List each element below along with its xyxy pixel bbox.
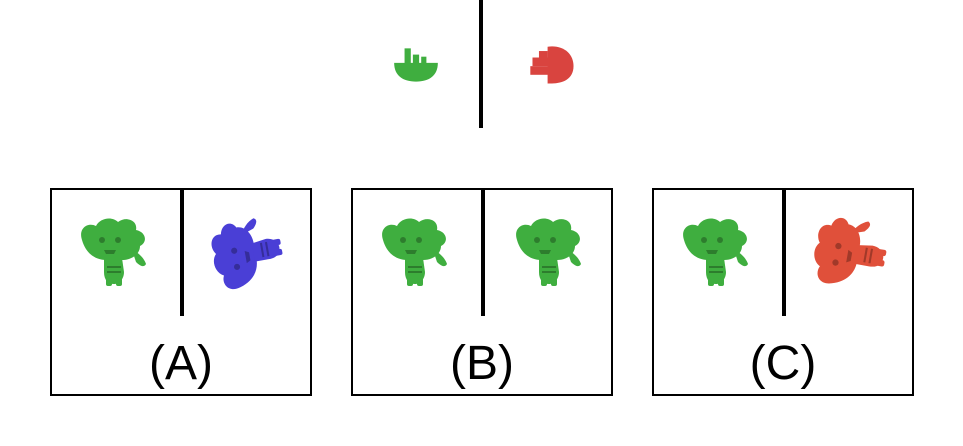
option-a-divider	[180, 190, 184, 316]
option-c-label: (C)	[749, 337, 817, 390]
boat-icon	[394, 48, 438, 81]
creature-icon	[809, 213, 891, 292]
option-b-label: (B)	[450, 337, 514, 390]
option-c-right-figure	[799, 203, 896, 300]
option-b-left-figure	[375, 210, 455, 290]
option-b-divider	[481, 190, 485, 316]
cup-icon	[530, 46, 573, 83]
option-a[interactable]: (A)	[50, 188, 312, 396]
prompt-right-object	[526, 42, 580, 86]
option-a-label: (A)	[149, 337, 213, 390]
option-b-right-figure	[509, 210, 589, 290]
option-a-left-figure	[74, 210, 154, 290]
option-c[interactable]: (C)	[652, 188, 914, 396]
creature-icon	[382, 219, 447, 286]
option-b[interactable]: (B)	[351, 188, 613, 396]
creature-icon	[208, 214, 288, 292]
option-c-left-figure	[676, 210, 756, 290]
creature-icon	[516, 219, 581, 286]
prompt-left-object	[390, 42, 442, 88]
option-a-right-figure	[198, 206, 293, 301]
prompt-divider	[479, 0, 483, 128]
option-c-divider	[782, 190, 786, 316]
creature-icon	[683, 219, 748, 286]
creature-icon	[81, 219, 146, 286]
